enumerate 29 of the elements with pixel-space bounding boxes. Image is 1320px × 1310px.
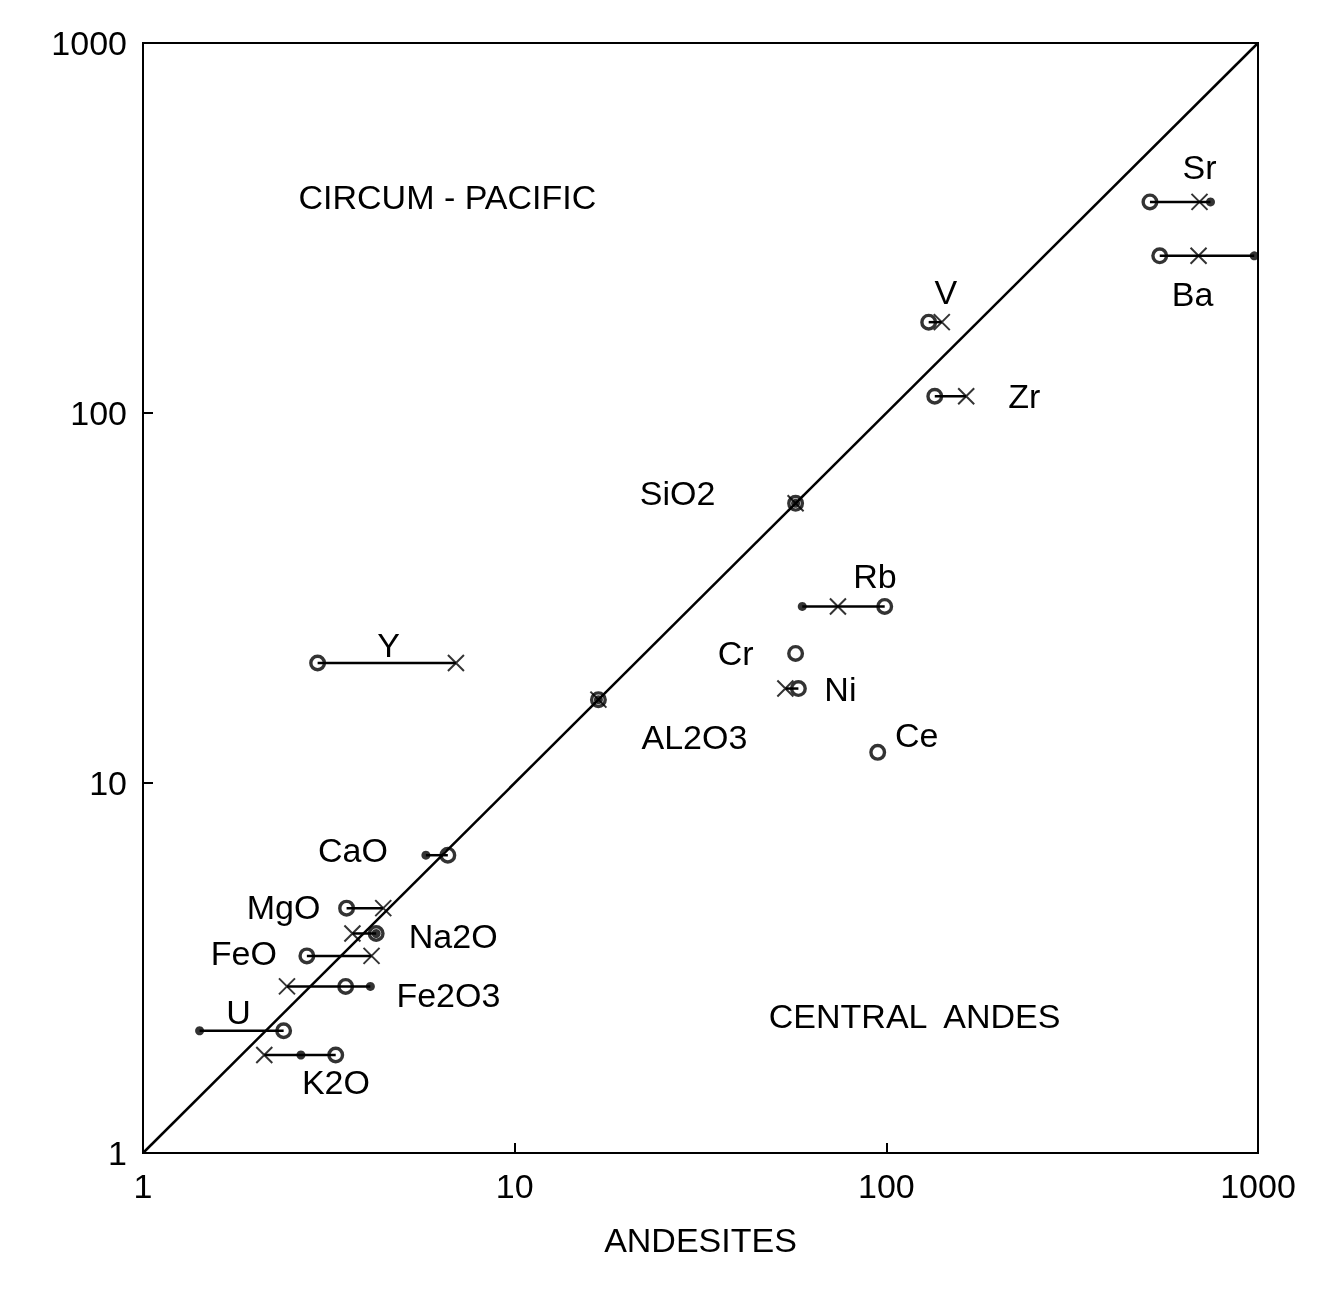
annotation: Na2O <box>408 917 498 956</box>
y-tick-label: 1 <box>108 1134 127 1172</box>
annotation: FeO <box>210 933 277 972</box>
annotation: MgO <box>246 888 321 927</box>
y-tick-label: 10 <box>89 764 127 802</box>
annotation: V <box>934 273 958 312</box>
annotation: Zr <box>1008 377 1041 416</box>
annotation: U <box>226 992 251 1031</box>
x-tick-label: 10 <box>495 1167 534 1205</box>
annotation: Rb <box>853 557 897 596</box>
x-axis-title: ANDESITES <box>604 1221 797 1259</box>
annotation: Sr <box>1182 147 1217 186</box>
annotation: CIRCUM - PACIFIC <box>298 178 597 217</box>
annotation: AL2O3 <box>641 717 748 756</box>
x-tick-label: 1 <box>133 1167 153 1205</box>
x-tick-label: 1000 <box>1220 1167 1296 1205</box>
annotation: Y <box>377 626 400 665</box>
y-tick-label: 100 <box>70 394 127 432</box>
annotation: SiO2 <box>639 474 716 513</box>
annotation: CENTRAL ANDES <box>768 997 1061 1036</box>
annotation: K2O <box>301 1063 370 1102</box>
annotation: Ba <box>1171 274 1214 313</box>
annotation: Ni <box>824 669 857 708</box>
x-tick-label: 100 <box>857 1167 915 1205</box>
y-tick-label: 1000 <box>51 24 127 62</box>
annotation: Fe2O3 <box>396 976 501 1015</box>
annotation: Cr <box>717 634 754 673</box>
annotation: Ce <box>894 716 939 755</box>
annotation: CaO <box>317 831 388 870</box>
